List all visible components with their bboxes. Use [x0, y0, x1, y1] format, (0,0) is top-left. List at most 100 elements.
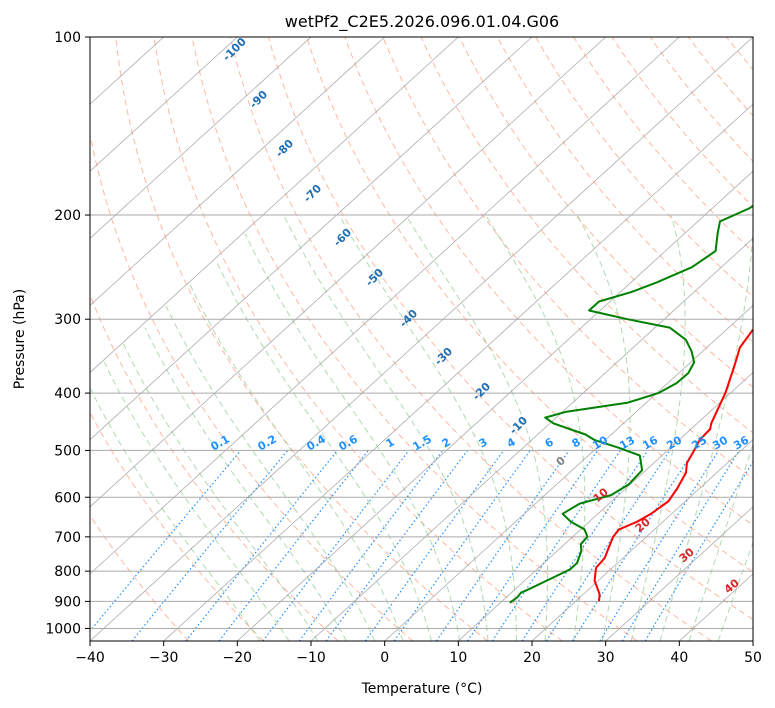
mixing-ratio-label: 36: [731, 433, 751, 452]
isotherm-line: [752, 640, 753, 641]
moist-adiabat-line: [122, 343, 319, 641]
isotherm-line: [458, 371, 753, 641]
mixing-ratio-line: [393, 450, 531, 641]
dry-adiabat-label: -90: [247, 88, 270, 111]
plot-frame: [89, 36, 754, 642]
mixing-ratio-label: 13: [617, 434, 637, 453]
isotherm-line: [90, 37, 238, 172]
grid-layer: [90, 37, 775, 641]
mixing-ratio-label: 1: [384, 435, 397, 450]
mixing-ratio-line: [572, 450, 695, 641]
mixing-ratio-line: [435, 450, 570, 641]
moist-adiabat-label: 40: [722, 576, 742, 596]
mixing-ratio-line: [491, 450, 621, 641]
moist-adiabat-line: [244, 233, 461, 641]
mixing-ratio-label: 2: [440, 435, 453, 450]
series-layer: [509, 204, 753, 604]
y-tick-label: 1000: [45, 621, 81, 637]
x-tick-label: −10: [296, 650, 326, 666]
mixing-ratio-line: [621, 450, 740, 641]
isotherm-line: [237, 170, 753, 641]
isotherm-line: [384, 304, 753, 641]
mixing-ratio-label: 10: [590, 433, 610, 452]
moist-adiabat-line: [338, 214, 517, 641]
dewpoint-profile-line: [509, 204, 753, 604]
x-tick-label: 40: [670, 650, 688, 666]
dry-adiabat-line: [153, 37, 563, 641]
x-axis: −40 −30 −20 −10 0 10 20 30 40 50: [75, 641, 762, 666]
dry-adiabat-line: [90, 131, 414, 641]
moist-adiabat-label: 10: [591, 485, 611, 505]
mixing-ratio-label: 20: [664, 433, 684, 452]
moist-adiabat-label: 0: [554, 454, 568, 469]
dry-adiabat-label: -20: [470, 380, 493, 403]
mixing-ratio-line: [364, 450, 505, 641]
dry-adiabat-line: [458, 37, 753, 388]
moist-adiabat-line: [103, 362, 290, 641]
y-tick-label: 900: [54, 594, 81, 610]
isotherm-line: [163, 103, 753, 641]
isotherm-line: [90, 37, 385, 307]
mixing-ratio-label: 3: [477, 435, 490, 450]
dry-adiabat-line: [90, 411, 264, 641]
dry-adiabat-line: [191, 37, 638, 641]
moist-adiabat-label: 30: [677, 545, 697, 565]
dry-adiabat-line: [90, 514, 190, 641]
x-axis-label: Temperature (°C): [361, 681, 483, 697]
moist-adiabat-line: [688, 443, 753, 641]
dry-adiabat-line: [115, 37, 488, 641]
mixing-ratio-label: 6: [543, 435, 556, 450]
x-tick-label: −20: [223, 650, 253, 666]
y-tick-label: 700: [54, 530, 81, 546]
mixing-ratio-label: 30: [710, 433, 730, 452]
mixing-ratio-line: [644, 460, 753, 641]
moist-adiabat-line: [576, 214, 631, 641]
moist-adiabat-line: [485, 214, 586, 641]
mixing-ratio-line: [599, 450, 720, 641]
moist-adiabat-line: [216, 261, 432, 641]
mixing-ratio-line: [298, 450, 444, 641]
dry-adiabat-line: [535, 37, 753, 298]
y-tick-label: 500: [54, 443, 81, 459]
isotherm-line: [605, 506, 753, 641]
isotherm-line: [310, 237, 753, 641]
isotherm-line: [90, 37, 680, 575]
x-tick-label: 20: [523, 650, 541, 666]
mixing-ratio-label: 25: [689, 434, 709, 453]
x-tick-label: 10: [449, 650, 467, 666]
moist-adiabat-line: [630, 214, 686, 641]
moist-adiabat-line: [405, 214, 548, 641]
isotherm-line: [90, 37, 753, 641]
isotherm-line: [90, 37, 312, 239]
chart-title: wetPf2_C2E5.2026.096.01.04.G06: [285, 12, 559, 32]
dry-adiabat-line: [90, 293, 339, 641]
dry-adiabat-line: [611, 37, 753, 208]
x-tick-label: 30: [597, 650, 615, 666]
dry-adiabat-line: [649, 37, 753, 163]
dry-adiabat-line: [496, 37, 753, 343]
moist-adiabat-line: [90, 386, 261, 641]
mixing-ratio-line: [545, 450, 671, 641]
mixing-ratio-line: [467, 450, 599, 641]
y-tick-label: 200: [54, 208, 81, 224]
y-tick-label: 600: [54, 490, 81, 506]
moist-adiabat-line: [283, 214, 489, 641]
dry-adiabat-line: [420, 37, 753, 434]
mixing-ratio-line: [185, 450, 339, 641]
dry-adiabat-label: -40: [397, 307, 420, 330]
isotherm-line: [90, 37, 606, 508]
y-tick-label: 800: [54, 564, 81, 580]
dry-adiabat-line: [344, 37, 753, 526]
y-tick-label: 300: [54, 312, 81, 328]
x-tick-label: 0: [380, 650, 389, 666]
mixing-ratio-line: [262, 450, 410, 641]
mixing-ratio-label: 4: [505, 435, 518, 450]
mixing-ratio-line: [218, 450, 369, 641]
dry-adiabat-line: [306, 37, 753, 573]
dry-adiabat-line: [573, 37, 753, 253]
dry-adiabat-line: [765, 37, 775, 641]
dry-adiabat-label: -10: [507, 414, 530, 437]
x-tick-label: −30: [149, 650, 179, 666]
mixing-ratio-line: [90, 450, 242, 633]
y-axis-label: Pressure (hPa): [12, 289, 28, 389]
